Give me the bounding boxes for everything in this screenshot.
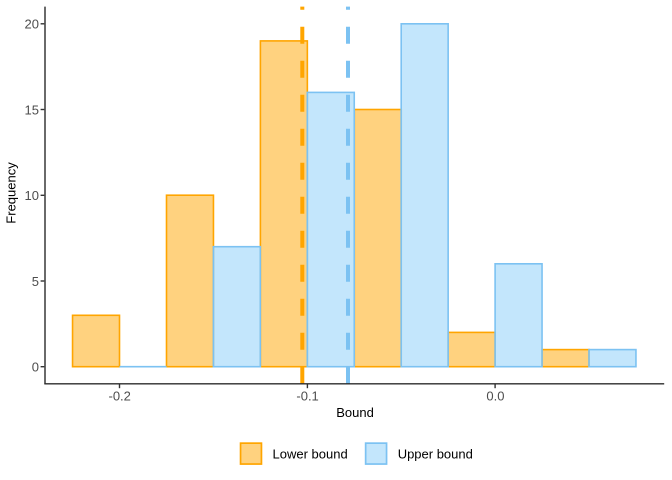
svg-text:Upper bound: Upper bound bbox=[398, 446, 473, 461]
svg-text:0.0: 0.0 bbox=[486, 389, 504, 404]
svg-text:0: 0 bbox=[32, 360, 39, 375]
svg-text:15: 15 bbox=[25, 102, 39, 117]
svg-text:Bound: Bound bbox=[336, 405, 374, 420]
svg-text:Lower bound: Lower bound bbox=[273, 446, 348, 461]
svg-text:-0.1: -0.1 bbox=[296, 389, 318, 404]
svg-text:10: 10 bbox=[25, 188, 39, 203]
svg-text:5: 5 bbox=[32, 274, 39, 289]
svg-text:-0.2: -0.2 bbox=[108, 389, 130, 404]
svg-text:Frequency: Frequency bbox=[3, 162, 18, 224]
svg-text:20: 20 bbox=[25, 17, 39, 32]
